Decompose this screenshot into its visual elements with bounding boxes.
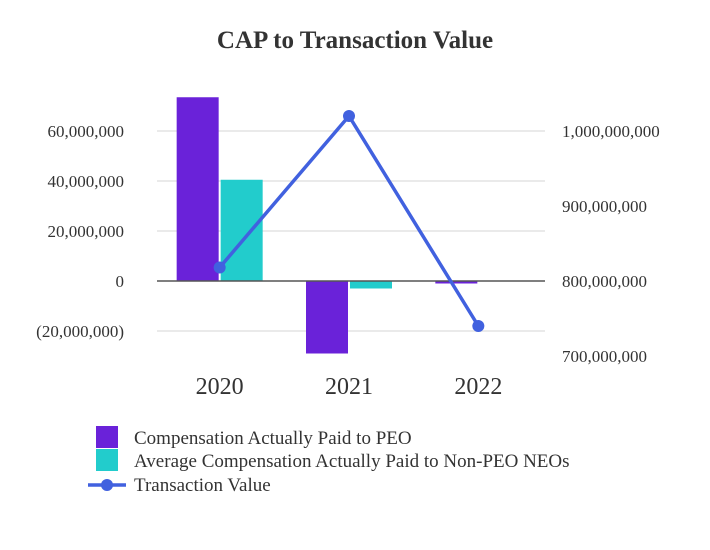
x-tick-label: 2021 bbox=[325, 374, 373, 400]
legend-line-marker bbox=[101, 479, 113, 491]
bar-neo-2021 bbox=[350, 281, 392, 289]
right-tick-label: 900,000,000 bbox=[562, 197, 647, 216]
left-tick-label: (20,000,000) bbox=[36, 322, 124, 341]
x-axis-labels: 2020 2021 2022 bbox=[196, 374, 503, 400]
left-tick-label: 0 bbox=[116, 272, 125, 291]
bar-peo-2020 bbox=[176, 97, 219, 281]
x-tick-label: 2020 bbox=[196, 374, 244, 400]
bar-neo-2020 bbox=[220, 179, 263, 281]
legend-label: Average Compensation Actually Paid to No… bbox=[134, 451, 570, 472]
left-tick-label: 60,000,000 bbox=[48, 122, 125, 141]
transaction-value-point-2022 bbox=[472, 320, 485, 332]
bars bbox=[176, 97, 478, 354]
legend: Compensation Actually Paid to PEOAverage… bbox=[88, 426, 570, 496]
bar-peo-2021 bbox=[306, 281, 348, 354]
left-axis-labels: 60,000,000 40,000,000 20,000,000 0 (20,000,0… bbox=[36, 122, 124, 341]
transaction-line-group bbox=[213, 110, 485, 332]
legend-label: Compensation Actually Paid to PEO bbox=[134, 428, 412, 449]
transaction-value-point-2020 bbox=[213, 261, 226, 274]
right-tick-label: 1,000,000,000 bbox=[562, 122, 660, 141]
x-tick-label: 2022 bbox=[454, 374, 502, 400]
transaction-value-line bbox=[218, 114, 480, 327]
left-tick-label: 40,000,000 bbox=[48, 172, 125, 191]
legend-label: Transaction Value bbox=[134, 475, 271, 496]
right-tick-label: 800,000,000 bbox=[562, 272, 647, 291]
left-tick-label: 20,000,000 bbox=[48, 222, 125, 241]
right-axis-labels: 1,000,000,000 900,000,000 800,000,000 700,0… bbox=[562, 122, 660, 366]
right-tick-label: 700,000,000 bbox=[562, 347, 647, 366]
legend-swatch-peo bbox=[96, 426, 118, 448]
transaction-value-point-2021 bbox=[343, 110, 355, 122]
bar-peo-2022 bbox=[435, 281, 478, 284]
chart-title: CAP to Transaction Value bbox=[217, 27, 493, 54]
legend-swatch-neo bbox=[96, 449, 118, 471]
